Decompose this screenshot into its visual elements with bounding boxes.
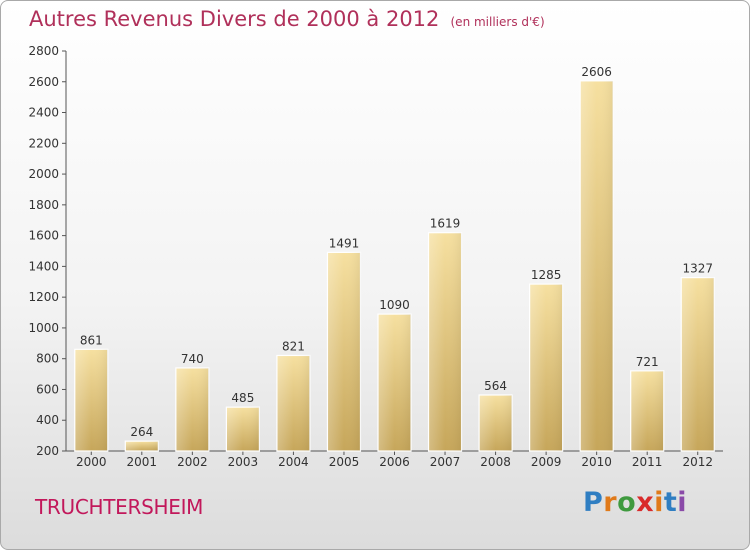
x-tick-label: 2012	[682, 455, 713, 469]
y-tick-label: 2600	[28, 75, 59, 89]
bar-shade	[327, 252, 361, 451]
proxiti-logo: Proxiti	[583, 487, 687, 518]
logo-letter: x	[636, 487, 655, 518]
location-name: TRUCHTERSHEIM	[35, 495, 204, 519]
bar-shade	[681, 277, 715, 451]
x-tick-label: 2005	[329, 455, 360, 469]
bar-value-label: 2606	[581, 65, 612, 79]
y-tick-label: 1200	[28, 290, 59, 304]
y-tick-label: 400	[36, 413, 59, 427]
x-tick-label: 2011	[632, 455, 663, 469]
chart-title-main: Autres Revenus Divers de 2000 à 2012	[29, 7, 440, 31]
chart-title: Autres Revenus Divers de 2000 à 2012 (en…	[29, 7, 545, 31]
y-tick-label: 200	[36, 444, 59, 458]
y-tick-label: 800	[36, 352, 59, 366]
bar-shade	[529, 284, 563, 451]
logo-letter: i	[677, 487, 688, 518]
y-tick-label: 1000	[28, 321, 59, 335]
bar-value-label: 1491	[329, 236, 360, 250]
bar-value-label: 485	[231, 391, 254, 405]
y-tick-label: 1400	[28, 259, 59, 273]
bar-shade	[630, 370, 664, 451]
bar-value-label: 1285	[531, 268, 562, 282]
bar-value-label: 564	[484, 379, 507, 393]
y-tick-label: 2800	[28, 44, 59, 58]
logo-letter: t	[663, 487, 678, 518]
logo-letter: i	[654, 487, 664, 518]
y-tick-label: 600	[36, 382, 59, 396]
bar-value-label: 721	[636, 355, 659, 369]
y-tick-label: 2000	[28, 167, 59, 181]
x-tick-label: 2004	[278, 455, 309, 469]
x-tick-label: 2002	[177, 455, 208, 469]
y-tick-label: 2400	[28, 106, 59, 120]
bar-shade	[175, 367, 209, 451]
x-tick-label: 2003	[228, 455, 259, 469]
bar-shade	[479, 395, 513, 451]
logo-letter: o	[617, 487, 637, 518]
x-tick-label: 2009	[531, 455, 562, 469]
bar-value-label: 821	[282, 339, 305, 353]
bar-value-label: 264	[130, 425, 153, 439]
y-tick-label: 2200	[28, 136, 59, 150]
x-tick-label: 2001	[127, 455, 158, 469]
bar-shade	[580, 80, 614, 451]
bar-value-label: 1619	[430, 217, 461, 231]
y-tick-label: 1800	[28, 198, 59, 212]
x-tick-label: 2007	[430, 455, 461, 469]
chart-title-unit: (en milliers d'€)	[450, 15, 545, 29]
x-tick-label: 2000	[76, 455, 107, 469]
bar-shade	[74, 349, 108, 451]
bar-value-label: 1327	[682, 262, 713, 276]
bar-value-label: 861	[80, 333, 103, 347]
x-tick-label: 2006	[379, 455, 410, 469]
bar-shade	[276, 355, 310, 451]
bar-value-label: 740	[181, 352, 204, 366]
logo-letter: P	[583, 487, 604, 518]
bar-shade	[378, 314, 411, 451]
logo-letter: r	[603, 487, 618, 518]
x-tick-label: 2008	[480, 455, 511, 469]
x-tick-label: 2010	[581, 455, 612, 469]
bar-value-label: 1090	[379, 298, 410, 312]
bar-shade	[125, 441, 159, 451]
y-tick-label: 1600	[28, 229, 59, 243]
bar-shade	[226, 407, 260, 451]
chart-bars	[74, 80, 715, 452]
chart-axes: 200 400 600 800 1000 1200 1400 1600 1800 2000 2200…	[28, 44, 723, 458]
chart-labels: 2000 861 2001 264 2002 740 2003 485 2004 821 2005 1…	[76, 65, 713, 469]
bar-shade	[428, 232, 462, 451]
